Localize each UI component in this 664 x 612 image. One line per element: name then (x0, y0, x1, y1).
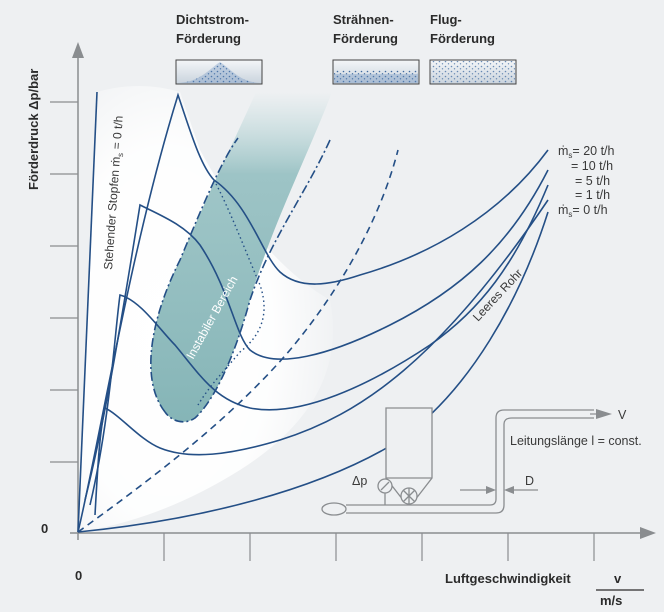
x-unit-top: v (614, 571, 622, 586)
y-origin-label: 0 (41, 521, 48, 536)
label-empty-pipe: Leeres Rohr (470, 266, 525, 324)
x-axis-label: Luftgeschwindigkeit (445, 571, 571, 586)
mass-flow-label: = 1 t/h (575, 188, 610, 202)
y-axis-arrow (72, 42, 84, 58)
x-ticks (163, 533, 595, 561)
unstable-right-boundary (164, 139, 331, 423)
curve-1-th (94, 199, 549, 516)
pipe-strand-phase (332, 59, 420, 85)
pressure-minimum-dotted (197, 179, 265, 406)
conveying-schematic (321, 407, 594, 516)
x-unit-bottom: m/s (600, 593, 622, 608)
curve-transition-dashed (77, 149, 399, 533)
schematic-dp-label: Δp (352, 474, 367, 488)
mass-flow-labels: ṁs= 20 t/h = 10 t/h = 5 t/h = 1 t/h ṁs= … (558, 144, 615, 219)
schematic-v-label: V (618, 408, 627, 422)
unstable-left-boundary (150, 137, 239, 413)
x-origin-label: 0 (75, 568, 82, 583)
regime-strand-line1: Strähnen- (333, 12, 394, 27)
curve-10-th (84, 169, 549, 501)
pipe-flight-phase (429, 59, 517, 85)
regime-flight-line2: Förderung (430, 31, 495, 46)
y-axis-label: Förderdruck Δp/bar (26, 69, 41, 190)
x-axis-arrow (640, 527, 656, 539)
curve-standing-plug (77, 91, 98, 533)
mass-flow-label: ṁs= 20 t/h (558, 144, 615, 160)
flow-arrow (596, 409, 612, 419)
schematic-d-label: D (525, 474, 534, 488)
curve-dense-boundary (77, 92, 215, 533)
schematic-line-length: Leitungslänge l = const. (510, 434, 642, 448)
blower (321, 502, 347, 516)
d-arrow-right (504, 486, 514, 494)
curve-5-th (89, 184, 549, 506)
curve-20-th (213, 149, 549, 285)
mass-flow-label: = 5 t/h (575, 174, 610, 188)
y-ticks (50, 101, 78, 463)
pipe-dense-phase (175, 59, 263, 85)
mass-flow-label: = 10 t/h (571, 159, 613, 173)
unstable-region (150, 92, 332, 422)
silo (385, 407, 433, 501)
mass-flow-label: ṁs= 0 t/h (558, 203, 608, 219)
regime-strand-line2: Förderung (333, 31, 398, 46)
regime-flight-line1: Flug- (430, 12, 462, 27)
regime-dense-line1: Dichtstrom- (176, 12, 249, 27)
regime-dense-line2: Förderung (176, 31, 241, 46)
d-arrow-left (486, 486, 496, 494)
